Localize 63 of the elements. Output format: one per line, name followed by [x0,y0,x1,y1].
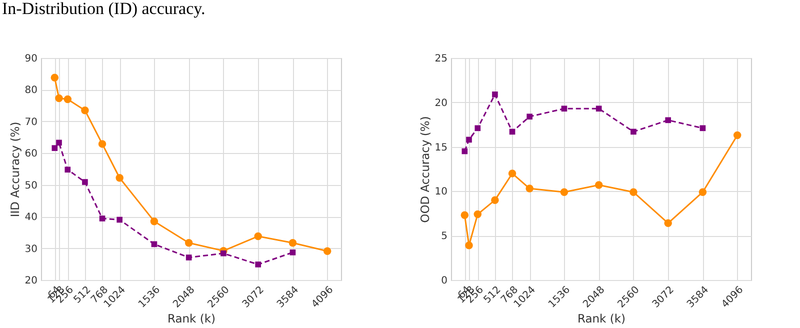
x-axis-title: Rank (k) [167,312,216,326]
y-axis-title: IID Accuracy (%) [8,122,22,218]
point [465,242,473,250]
point [460,211,469,220]
y-tick-label: 30 [24,244,38,255]
y-tick-label: 20 [434,98,448,109]
point [98,140,106,148]
point [64,95,72,104]
point [596,106,602,112]
point [508,170,516,178]
text: In-Distribution (ID) accuracy. [2,0,206,18]
point [664,219,672,228]
y-tick-label: 90 [24,54,38,64]
x-axis-title: Rank (k) [577,312,626,326]
point [492,91,498,98]
point [560,188,568,196]
point [82,179,88,185]
y-axis-title: OOD Accuracy (%) [418,116,432,223]
point [151,241,158,248]
point [255,262,262,268]
point [288,239,297,247]
point [116,216,122,223]
point [561,106,568,112]
y-tick-label: 20 [24,276,38,286]
y-tick-label: 70 [24,116,38,128]
point [99,216,106,222]
point [186,254,192,260]
point [474,210,482,218]
point [630,188,638,196]
point [665,117,672,124]
y-tick-label: 15 [434,142,448,154]
y-tick-label: 0 [441,276,448,286]
point [466,136,472,143]
y-tick-label: 40 [24,212,38,224]
point [526,114,532,120]
point [50,74,59,82]
point [594,181,603,189]
point [462,148,468,154]
point [491,196,499,204]
point [254,232,262,240]
point [474,125,481,132]
point [55,94,63,102]
point [116,174,124,182]
point [698,188,707,196]
y-tick-label: 50 [24,180,38,192]
point [733,131,742,140]
point [150,217,158,226]
y-tick-label: 80 [24,85,38,96]
y-tick-label: 60 [24,148,38,160]
point [700,125,706,132]
y-tick-label: 25 [434,54,448,64]
y-tick-label: 10 [434,186,448,198]
point [64,166,71,173]
point [56,140,62,146]
point [220,250,226,256]
point [52,145,58,151]
point [323,247,332,256]
point [526,184,534,192]
point [290,249,296,256]
point [630,128,636,135]
y-tick-label: 5 [441,231,448,242]
point [81,106,89,114]
point [184,239,193,247]
